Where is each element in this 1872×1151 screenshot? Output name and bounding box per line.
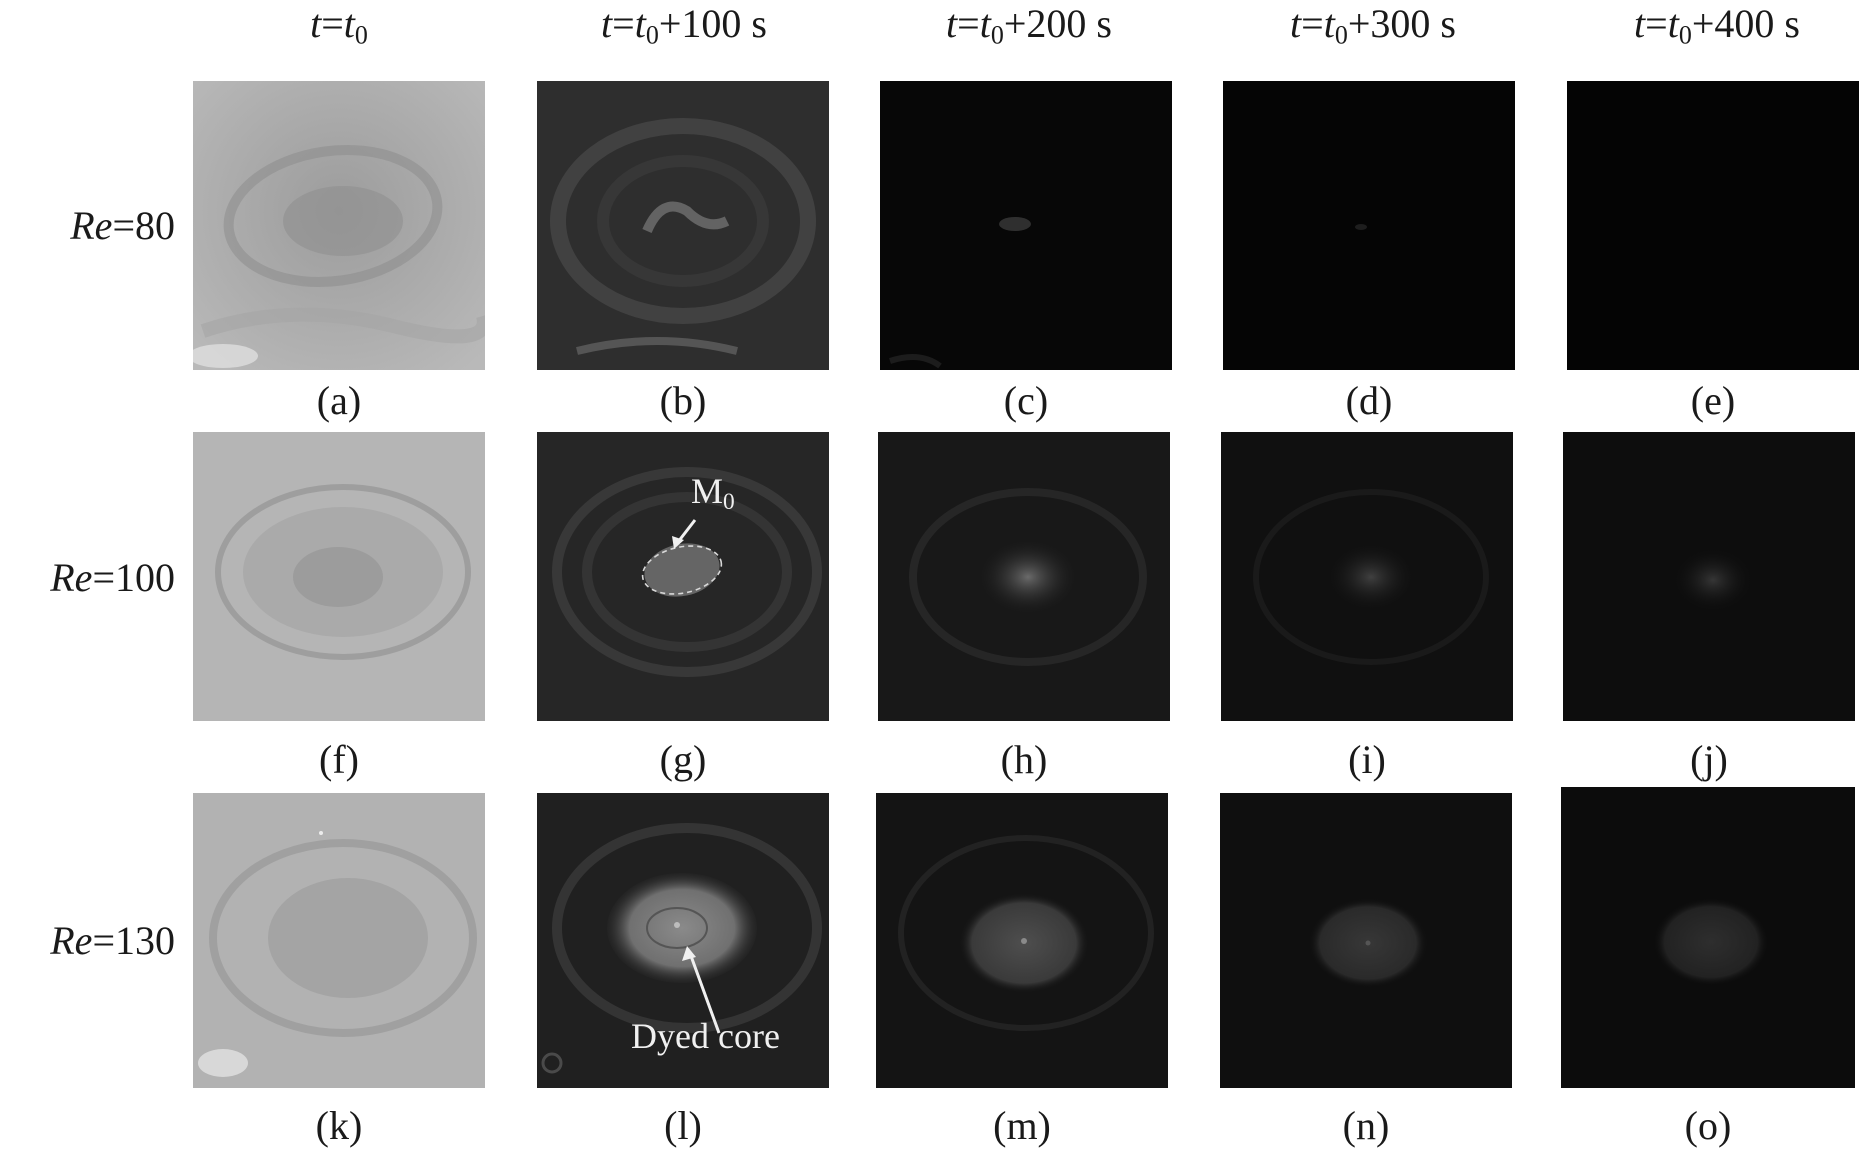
panel-m <box>876 793 1168 1088</box>
column-header-t0-plus-400: t=t0+400 s <box>1634 1 1800 50</box>
caption-o: (o) <box>1684 1103 1732 1148</box>
column-header-t0-plus-200: t=t0+200 s <box>946 1 1112 50</box>
panel-l: Dyed core <box>537 793 829 1088</box>
panel-k <box>193 793 485 1088</box>
dyed-core-label: Dyed core <box>631 1016 780 1056</box>
m0-label: M0 <box>691 471 735 515</box>
row-label-re80: Re=80 <box>70 203 175 248</box>
panel-f <box>193 432 485 721</box>
panel-b <box>537 81 829 370</box>
caption-c: (c) <box>1003 378 1049 423</box>
row-label-re130: Re=130 <box>50 918 175 963</box>
caption-e: (e) <box>1690 378 1736 423</box>
panel-n <box>1220 793 1512 1088</box>
column-header-t0-plus-100: t=t0+100 s <box>601 1 767 50</box>
panel-h <box>878 432 1170 721</box>
column-header-t0-plus-300: t=t0+300 s <box>1290 1 1456 50</box>
caption-j: (j) <box>1690 737 1728 782</box>
panel-o <box>1561 787 1855 1088</box>
row-label-re100: Re=100 <box>50 555 175 600</box>
caption-g: (g) <box>659 737 707 782</box>
panel-j <box>1563 432 1855 721</box>
panel-c <box>880 81 1172 370</box>
caption-f: (f) <box>319 737 359 782</box>
caption-m: (m) <box>993 1103 1051 1148</box>
caption-k: (k) <box>315 1103 363 1148</box>
panel-e <box>1567 81 1859 370</box>
panel-g: M0 <box>537 432 829 721</box>
caption-h: (h) <box>1000 737 1048 782</box>
caption-b: (b) <box>659 378 707 423</box>
column-header-t0: t=t0 <box>310 1 368 50</box>
panel-d <box>1223 81 1515 370</box>
caption-l: (l) <box>664 1103 702 1148</box>
caption-n: (n) <box>1342 1103 1390 1148</box>
panel-a <box>193 81 485 370</box>
caption-a: (a) <box>316 378 362 423</box>
caption-d: (d) <box>1345 378 1393 423</box>
caption-i: (i) <box>1348 737 1386 782</box>
panel-i <box>1221 432 1513 721</box>
